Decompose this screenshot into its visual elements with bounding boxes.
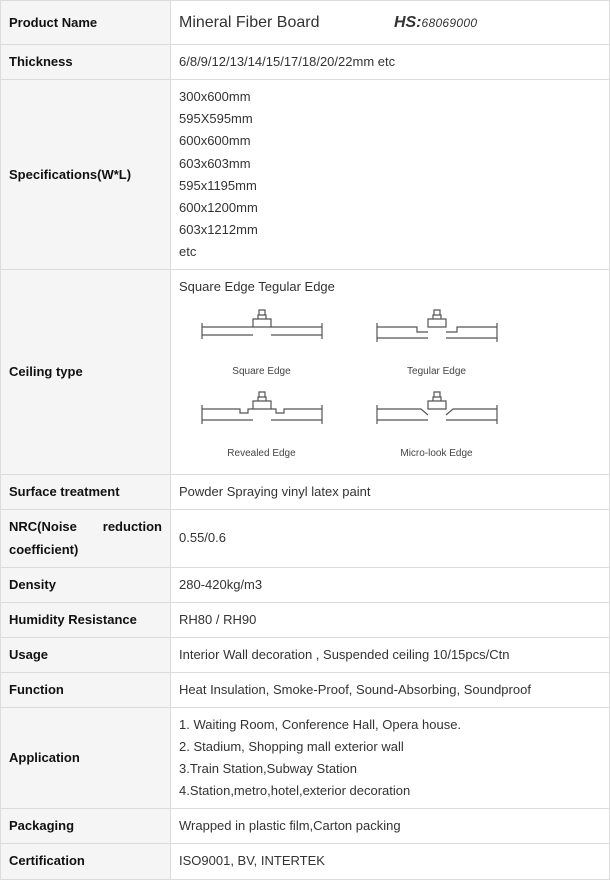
label-usage: Usage bbox=[1, 637, 171, 672]
row-surface: Surface treatment Powder Spraying vinyl … bbox=[1, 475, 610, 510]
label-ceiling-type: Ceiling type bbox=[1, 270, 171, 475]
edge-diagram-grid: Square Edge Tegular Edge bbox=[179, 304, 519, 468]
spec-item: 600x600mm bbox=[179, 130, 601, 152]
value-density: 280-420kg/m3 bbox=[171, 567, 610, 602]
row-packaging: Packaging Wrapped in plastic film,Carton… bbox=[1, 809, 610, 844]
caption-revealed: Revealed Edge bbox=[189, 445, 334, 462]
row-nrc: NRC(Noise reduction coefficient) 0.55/0.… bbox=[1, 510, 610, 567]
hs-label: HS: bbox=[394, 14, 422, 31]
app-item: 3.Train Station,Subway Station bbox=[179, 758, 601, 780]
spec-table: Product Name Mineral Fiber Board HS:6806… bbox=[0, 0, 610, 880]
edge-revealed: Revealed Edge bbox=[189, 390, 334, 462]
row-humidity: Humidity Resistance RH80 / RH90 bbox=[1, 602, 610, 637]
spec-item: 300x600mm bbox=[179, 86, 601, 108]
row-function: Function Heat Insulation, Smoke-Proof, S… bbox=[1, 672, 610, 707]
spec-item: 603x603mm bbox=[179, 153, 601, 175]
row-thickness: Thickness 6/8/9/12/13/14/15/17/18/20/22m… bbox=[1, 45, 610, 80]
ceiling-type-title: Square Edge Tegular Edge bbox=[179, 276, 601, 298]
value-humidity: RH80 / RH90 bbox=[171, 602, 610, 637]
row-specifications: Specifications(W*L) 300x600mm 595X595mm … bbox=[1, 80, 610, 270]
label-nrc: NRC(Noise reduction coefficient) bbox=[1, 510, 171, 567]
value-packaging: Wrapped in plastic film,Carton packing bbox=[171, 809, 610, 844]
app-item: 1. Waiting Room, Conference Hall, Opera … bbox=[179, 714, 601, 736]
value-application: 1. Waiting Room, Conference Hall, Opera … bbox=[171, 707, 610, 808]
value-product-name: Mineral Fiber Board HS:68069000 bbox=[171, 1, 610, 45]
row-product-name: Product Name Mineral Fiber Board HS:6806… bbox=[1, 1, 610, 45]
hs-code: 68069000 bbox=[422, 16, 478, 30]
label-packaging: Packaging bbox=[1, 809, 171, 844]
micro-look-edge-icon bbox=[372, 390, 502, 436]
spec-item: 595X595mm bbox=[179, 108, 601, 130]
value-surface: Powder Spraying vinyl latex paint bbox=[171, 475, 610, 510]
row-usage: Usage Interior Wall decoration , Suspend… bbox=[1, 637, 610, 672]
label-function: Function bbox=[1, 672, 171, 707]
label-surface: Surface treatment bbox=[1, 475, 171, 510]
caption-tegular: Tegular Edge bbox=[364, 363, 509, 380]
value-nrc: 0.55/0.6 bbox=[171, 510, 610, 567]
label-product-name: Product Name bbox=[1, 1, 171, 45]
label-application: Application bbox=[1, 707, 171, 808]
caption-micro: Micro-look Edge bbox=[364, 445, 509, 462]
app-item: 2. Stadium, Shopping mall exterior wall bbox=[179, 736, 601, 758]
value-usage: Interior Wall decoration , Suspended cei… bbox=[171, 637, 610, 672]
value-certification: ISO9001, BV, INTERTEK bbox=[171, 844, 610, 879]
row-ceiling-type: Ceiling type Square Edge Tegular Edge Sq… bbox=[1, 270, 610, 475]
row-density: Density 280-420kg/m3 bbox=[1, 567, 610, 602]
label-certification: Certification bbox=[1, 844, 171, 879]
caption-square: Square Edge bbox=[189, 363, 334, 380]
label-thickness: Thickness bbox=[1, 45, 171, 80]
label-specifications: Specifications(W*L) bbox=[1, 80, 171, 270]
revealed-edge-icon bbox=[197, 390, 327, 436]
product-name-text: Mineral Fiber Board bbox=[179, 14, 320, 31]
app-item: 4.Station,metro,hotel,exterior decoratio… bbox=[179, 780, 601, 802]
spec-item: 600x1200mm bbox=[179, 197, 601, 219]
value-function: Heat Insulation, Smoke-Proof, Sound-Abso… bbox=[171, 672, 610, 707]
label-density: Density bbox=[1, 567, 171, 602]
value-ceiling-type: Square Edge Tegular Edge Square Edge bbox=[171, 270, 610, 475]
value-thickness: 6/8/9/12/13/14/15/17/18/20/22mm etc bbox=[171, 45, 610, 80]
value-specifications: 300x600mm 595X595mm 600x600mm 603x603mm … bbox=[171, 80, 610, 270]
edge-square: Square Edge bbox=[189, 308, 334, 380]
label-humidity: Humidity Resistance bbox=[1, 602, 171, 637]
row-certification: Certification ISO9001, BV, INTERTEK bbox=[1, 844, 610, 879]
row-application: Application 1. Waiting Room, Conference … bbox=[1, 707, 610, 808]
spec-item: etc bbox=[179, 241, 601, 263]
square-edge-icon bbox=[197, 308, 327, 354]
edge-micro: Micro-look Edge bbox=[364, 390, 509, 462]
spec-item: 603x1212mm bbox=[179, 219, 601, 241]
edge-tegular: Tegular Edge bbox=[364, 308, 509, 380]
tegular-edge-icon bbox=[372, 308, 502, 354]
spec-item: 595x1195mm bbox=[179, 175, 601, 197]
